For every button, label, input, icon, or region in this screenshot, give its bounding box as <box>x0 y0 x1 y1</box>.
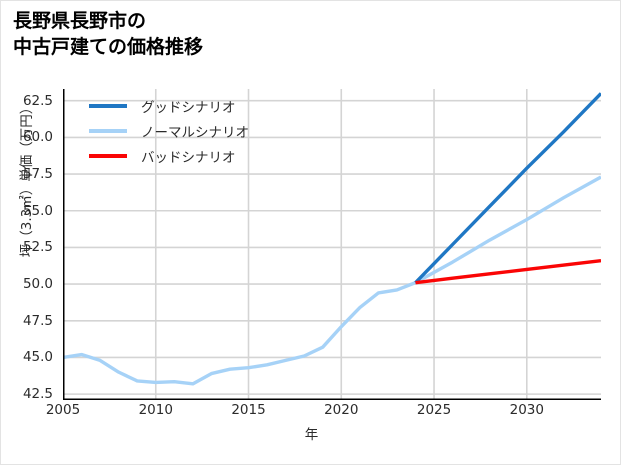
legend-item-label: バッドシナリオ <box>141 149 236 166</box>
chart-canvas <box>63 89 601 400</box>
legend-item: ノーマルシナリオ <box>89 118 319 143</box>
y-axis-tick-label: 42.5 <box>22 386 53 403</box>
x-axis-tick-label: 2010 <box>138 402 173 418</box>
y-axis-tick-label: 45.0 <box>22 349 53 366</box>
chart-legend: グッドシナリオ ノーマルシナリオ バッドシナリオ <box>89 93 319 168</box>
chart-title: 長野県長野市の 中古戸建ての価格推移 <box>13 10 204 58</box>
legend-color-swatch <box>89 128 127 133</box>
y-axis-tick-label: 50.0 <box>22 276 53 293</box>
grid-lines <box>63 89 601 400</box>
series-line <box>63 175 601 386</box>
x-axis-tick-labels: 2005 2010 2015 2020 2025 2030 <box>46 402 601 424</box>
legend-item-label: ノーマルシナリオ <box>141 124 249 141</box>
x-axis-tick-label: 2025 <box>416 402 452 418</box>
series-lines <box>63 92 601 386</box>
series-line <box>414 92 601 284</box>
series-line <box>415 258 601 285</box>
y-axis-tick-label: 52.5 <box>22 239 53 256</box>
y-axis-tick-labels: 42.5 45.0 47.5 50.0 52.5 55.0 57.5 60.0 62.5 <box>1 89 59 403</box>
x-axis-label: 年 <box>304 427 319 443</box>
x-axis-tick-label: 2030 <box>509 402 544 418</box>
legend-color-swatch <box>89 103 127 108</box>
legend-item-label: グッドシナリオ <box>141 99 236 116</box>
y-axis-tick-label: 55.0 <box>22 202 53 219</box>
plot-area <box>63 89 601 400</box>
x-axis-tick-label: 2015 <box>231 402 266 418</box>
legend-item: グッドシナリオ <box>89 93 319 118</box>
x-axis-tick-label: 2005 <box>45 402 81 418</box>
x-axis-tick-label: 2020 <box>324 402 359 418</box>
y-axis-tick-label: 57.5 <box>22 166 53 183</box>
legend-item: バッドシナリオ <box>89 143 319 168</box>
y-axis-tick-label: 60.0 <box>22 129 53 146</box>
legend-color-swatch <box>89 153 127 158</box>
y-axis-label: 坪（3.3㎡）単価（万円） <box>19 100 35 258</box>
y-axis-tick-label: 47.5 <box>22 312 53 329</box>
y-axis-tick-label: 62.5 <box>22 92 53 109</box>
